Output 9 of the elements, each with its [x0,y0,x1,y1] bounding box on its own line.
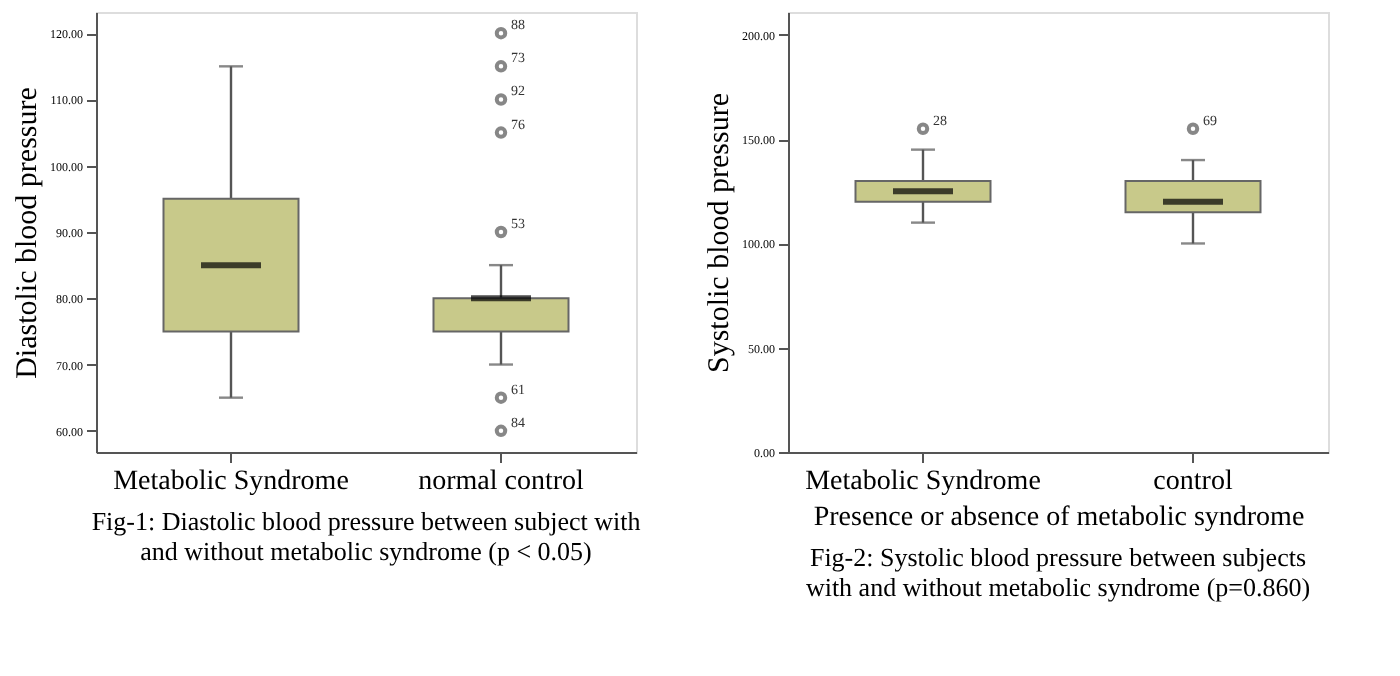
text: Fig-1: Diastolic blood pressure between subject with and without metabolic syndrome (p < 0.05) [91,506,642,566]
x-tick-label: Metabolic Syndrome [805,467,1041,497]
x-axis-title: Presence or absence of metabolic syndrome [813,503,1305,533]
text: Fig-2: Systolic blood pressure between subjects with and without metabolic syndrome (p=0.860) [805,542,1311,602]
y-axis-title: Diastolic blood pressure [12,86,44,379]
x-tick-label: control [1153,467,1233,497]
x-tick-label: normal control [418,467,585,497]
y-axis-title: Systolic blood pressure [704,92,736,373]
x-tick-label: Metabolic Syndrome [113,467,349,497]
